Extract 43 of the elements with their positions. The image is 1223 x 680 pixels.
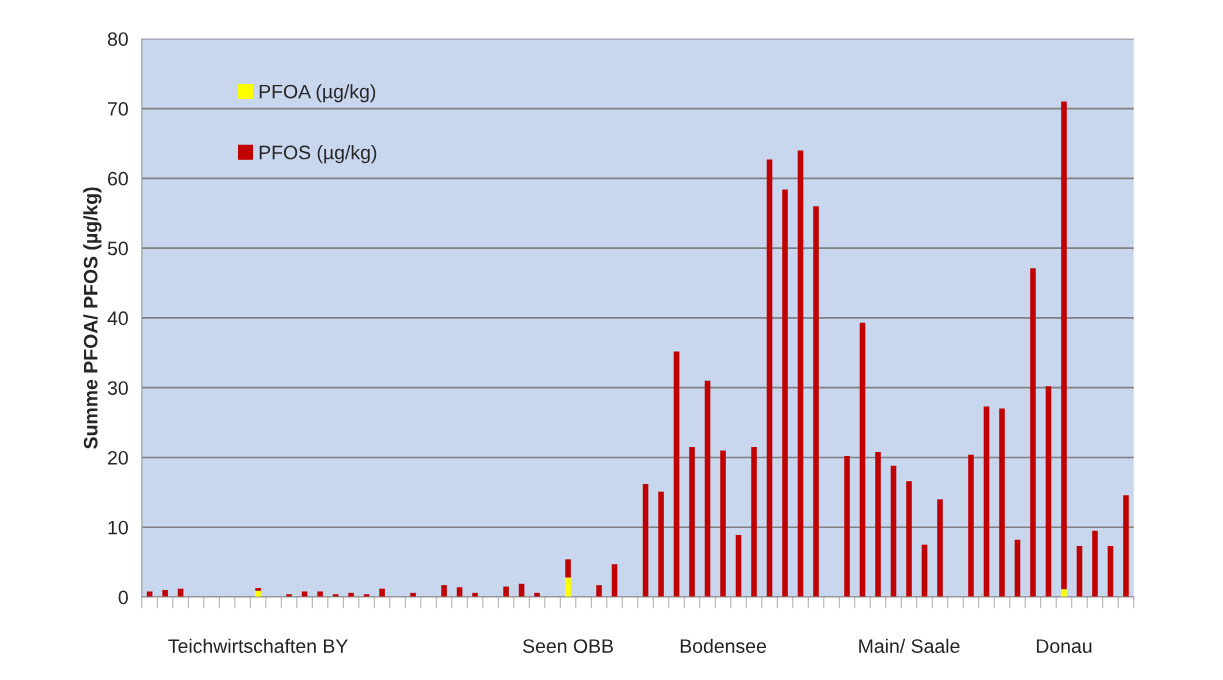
bar <box>751 447 757 598</box>
y-axis-title: Summe PFOA/ PFOS (µg/kg) <box>83 187 102 449</box>
legend-label: PFOS (µg/kg) <box>259 145 377 164</box>
bar <box>596 585 602 598</box>
x-tick-label: Main/ Saale <box>859 638 960 653</box>
bar <box>906 481 912 598</box>
x-tick-label: Bodensee <box>680 638 766 653</box>
bar <box>565 577 571 598</box>
bar <box>766 159 773 598</box>
x-tick-label: Seen OBB <box>523 639 613 653</box>
bar <box>255 587 261 591</box>
bar <box>441 585 447 598</box>
y-tick-label: 80 <box>107 32 128 46</box>
bar <box>813 206 819 598</box>
bar <box>782 189 788 598</box>
bar <box>968 454 974 598</box>
x-tick-label: Teichwirtschaften BY <box>168 638 348 653</box>
bar <box>1030 268 1036 598</box>
bar <box>658 491 664 598</box>
y-tick-label: 20 <box>108 450 128 465</box>
bar <box>844 456 850 598</box>
bar <box>565 559 571 578</box>
y-tick-label: 30 <box>107 381 128 395</box>
y-tick-label: 60 <box>108 171 128 186</box>
y-tick-label: 70 <box>108 102 128 116</box>
x-tick-label: Donau <box>1036 639 1092 653</box>
bar <box>689 447 695 598</box>
y-tick-label: 50 <box>107 241 128 256</box>
y-tick-label: 40 <box>107 311 128 326</box>
bar <box>162 590 168 598</box>
bar <box>999 408 1005 598</box>
bar <box>720 450 726 598</box>
bar <box>1061 101 1067 590</box>
bar <box>1061 589 1067 598</box>
bar <box>937 499 943 598</box>
bar <box>1123 495 1129 598</box>
bar <box>875 451 881 598</box>
bar <box>1092 530 1098 598</box>
y-tick-label: 10 <box>108 520 128 535</box>
bar <box>317 591 323 598</box>
bar <box>503 586 509 598</box>
y-tick-label: 0 <box>118 590 128 605</box>
legend-label: PFOA (µg/kg) <box>259 84 376 103</box>
